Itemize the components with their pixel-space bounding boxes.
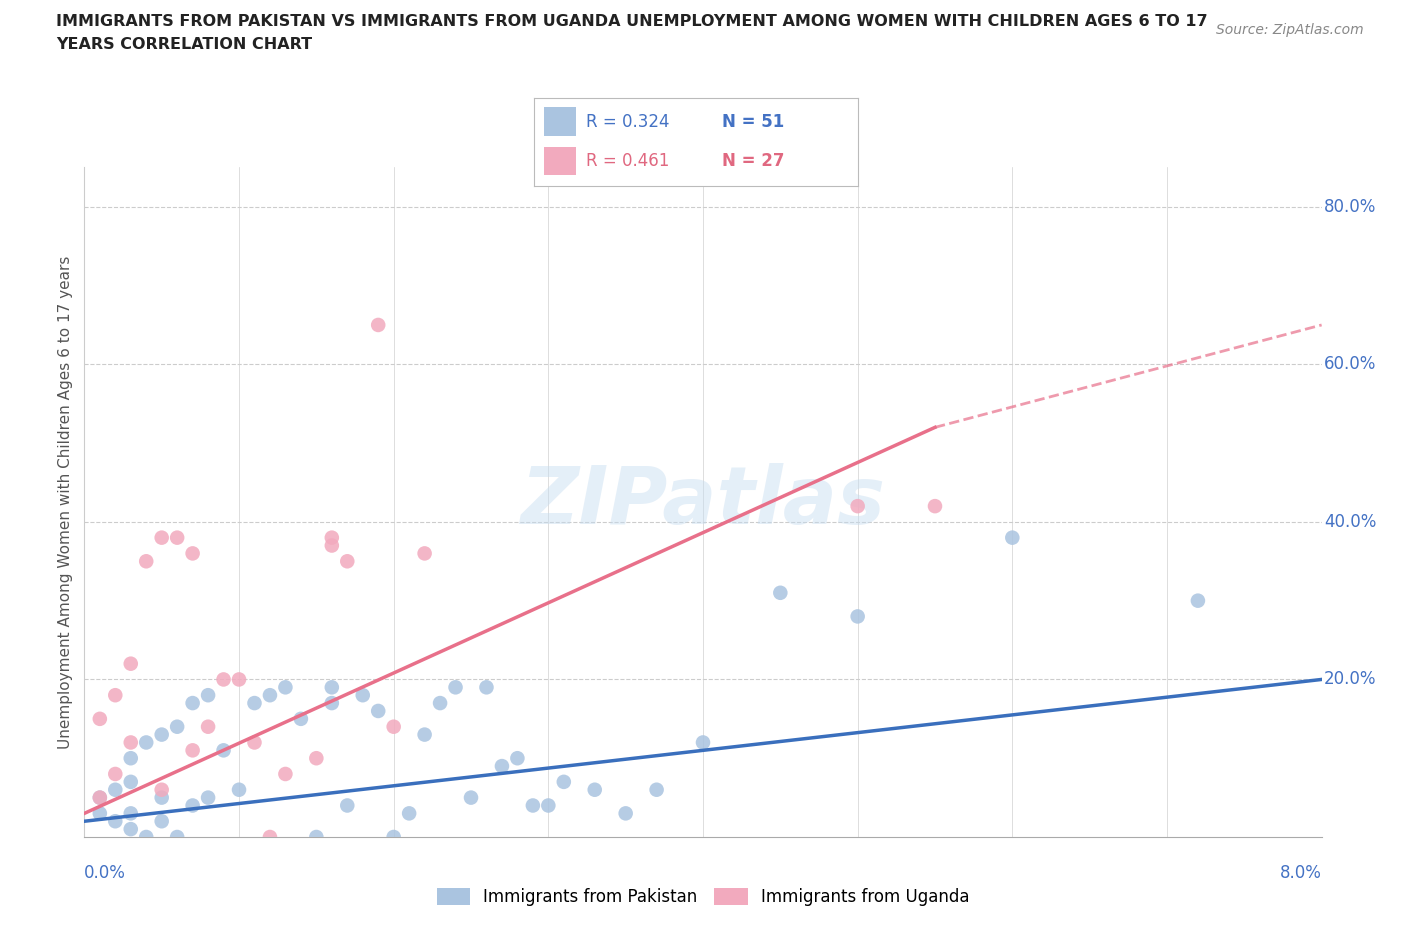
- Point: [120, 822, 142, 837]
- Point: [181, 546, 204, 561]
- Point: [645, 782, 668, 797]
- Text: 20.0%: 20.0%: [1324, 671, 1376, 688]
- Text: N = 27: N = 27: [721, 153, 785, 170]
- Point: [89, 790, 111, 805]
- FancyBboxPatch shape: [544, 147, 576, 176]
- Point: [166, 530, 188, 545]
- Text: 80.0%: 80.0%: [1324, 198, 1376, 216]
- Point: [181, 798, 204, 813]
- Text: R = 0.324: R = 0.324: [586, 113, 669, 130]
- Point: [104, 688, 127, 703]
- Point: [150, 530, 173, 545]
- Point: [166, 830, 188, 844]
- Point: [321, 538, 343, 553]
- Point: [846, 498, 869, 513]
- Text: Source: ZipAtlas.com: Source: ZipAtlas.com: [1216, 23, 1364, 37]
- Point: [104, 766, 127, 781]
- Point: [274, 766, 297, 781]
- Point: [336, 798, 359, 813]
- Point: [321, 530, 343, 545]
- Point: [444, 680, 467, 695]
- Y-axis label: Unemployment Among Women with Children Ages 6 to 17 years: Unemployment Among Women with Children A…: [58, 256, 73, 749]
- Point: [305, 751, 328, 765]
- Point: [197, 790, 219, 805]
- Point: [305, 830, 328, 844]
- Point: [506, 751, 529, 765]
- Point: [769, 585, 792, 600]
- Point: [290, 711, 312, 726]
- Point: [135, 830, 157, 844]
- Text: R = 0.461: R = 0.461: [586, 153, 669, 170]
- FancyBboxPatch shape: [544, 107, 576, 136]
- Point: [89, 790, 111, 805]
- Point: [321, 696, 343, 711]
- Point: [150, 782, 173, 797]
- Point: [228, 782, 250, 797]
- Point: [89, 806, 111, 821]
- Point: [243, 735, 266, 750]
- Point: [352, 688, 374, 703]
- Text: 0.0%: 0.0%: [84, 864, 127, 882]
- Point: [120, 775, 142, 790]
- Point: [197, 719, 219, 734]
- Point: [150, 727, 173, 742]
- Point: [197, 688, 219, 703]
- Point: [243, 696, 266, 711]
- Point: [120, 751, 142, 765]
- Point: [181, 696, 204, 711]
- Point: [259, 688, 281, 703]
- Point: [382, 830, 405, 844]
- Point: [104, 814, 127, 829]
- Point: [692, 735, 714, 750]
- Point: [460, 790, 482, 805]
- Point: [537, 798, 560, 813]
- Point: [212, 743, 235, 758]
- Point: [336, 554, 359, 569]
- Point: [150, 790, 173, 805]
- Point: [429, 696, 451, 711]
- Text: 40.0%: 40.0%: [1324, 512, 1376, 531]
- Point: [475, 680, 498, 695]
- Point: [553, 775, 575, 790]
- Point: [924, 498, 946, 513]
- Text: ZIPatlas: ZIPatlas: [520, 463, 886, 541]
- Point: [491, 759, 513, 774]
- Point: [413, 727, 436, 742]
- Point: [135, 735, 157, 750]
- Point: [321, 680, 343, 695]
- Point: [1001, 530, 1024, 545]
- Text: N = 51: N = 51: [721, 113, 785, 130]
- Point: [398, 806, 420, 821]
- Point: [228, 672, 250, 687]
- Point: [1187, 593, 1209, 608]
- Point: [212, 672, 235, 687]
- Point: [120, 735, 142, 750]
- Point: [614, 806, 637, 821]
- Point: [150, 814, 173, 829]
- Text: IMMIGRANTS FROM PAKISTAN VS IMMIGRANTS FROM UGANDA UNEMPLOYMENT AMONG WOMEN WITH: IMMIGRANTS FROM PAKISTAN VS IMMIGRANTS F…: [56, 14, 1208, 29]
- Text: 60.0%: 60.0%: [1324, 355, 1376, 373]
- Point: [583, 782, 606, 797]
- Point: [367, 317, 389, 332]
- Point: [135, 554, 157, 569]
- Point: [846, 609, 869, 624]
- Point: [104, 782, 127, 797]
- Point: [367, 703, 389, 718]
- Point: [413, 546, 436, 561]
- Text: YEARS CORRELATION CHART: YEARS CORRELATION CHART: [56, 37, 312, 52]
- Point: [274, 680, 297, 695]
- Point: [120, 657, 142, 671]
- Point: [120, 806, 142, 821]
- Point: [382, 719, 405, 734]
- Point: [181, 743, 204, 758]
- Point: [522, 798, 544, 813]
- Text: 8.0%: 8.0%: [1279, 864, 1322, 882]
- Legend: Immigrants from Pakistan, Immigrants from Uganda: Immigrants from Pakistan, Immigrants fro…: [430, 881, 976, 912]
- Point: [89, 711, 111, 726]
- Point: [166, 719, 188, 734]
- Point: [259, 830, 281, 844]
